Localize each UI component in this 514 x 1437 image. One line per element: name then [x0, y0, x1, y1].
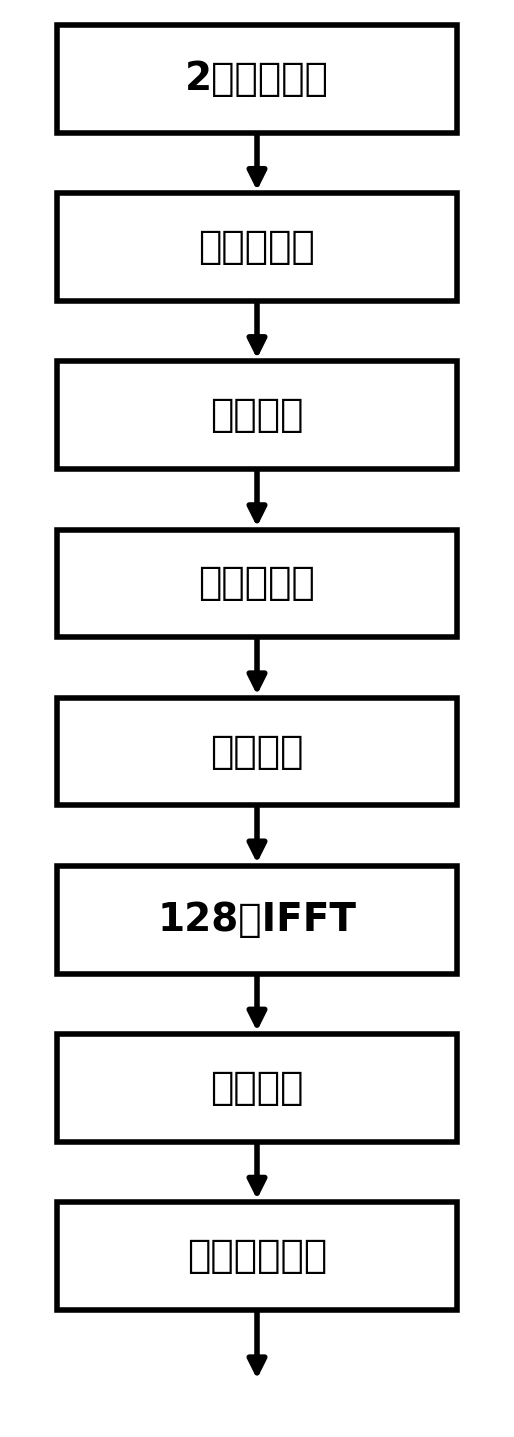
Bar [57, 530, 457, 638]
Bar [57, 194, 457, 302]
Text: 128点IFFT: 128点IFFT [157, 901, 357, 938]
Bar [57, 362, 457, 468]
Bar [57, 865, 457, 974]
Text: 2进制比特流: 2进制比特流 [185, 60, 329, 98]
Text: 子载波映射: 子载波映射 [198, 565, 316, 602]
Bar [57, 698, 457, 805]
Text: 插入循环前缀: 插入循环前缀 [187, 1237, 327, 1275]
Text: 插入载波: 插入载波 [210, 733, 304, 770]
Bar [57, 26, 457, 134]
Bar [57, 1035, 457, 1142]
Text: 串并变换: 串并变换 [210, 397, 304, 434]
Bar [57, 1203, 457, 1311]
Text: 并串变换: 并串变换 [210, 1069, 304, 1106]
Text: 编码与调制: 编码与调制 [198, 228, 316, 266]
